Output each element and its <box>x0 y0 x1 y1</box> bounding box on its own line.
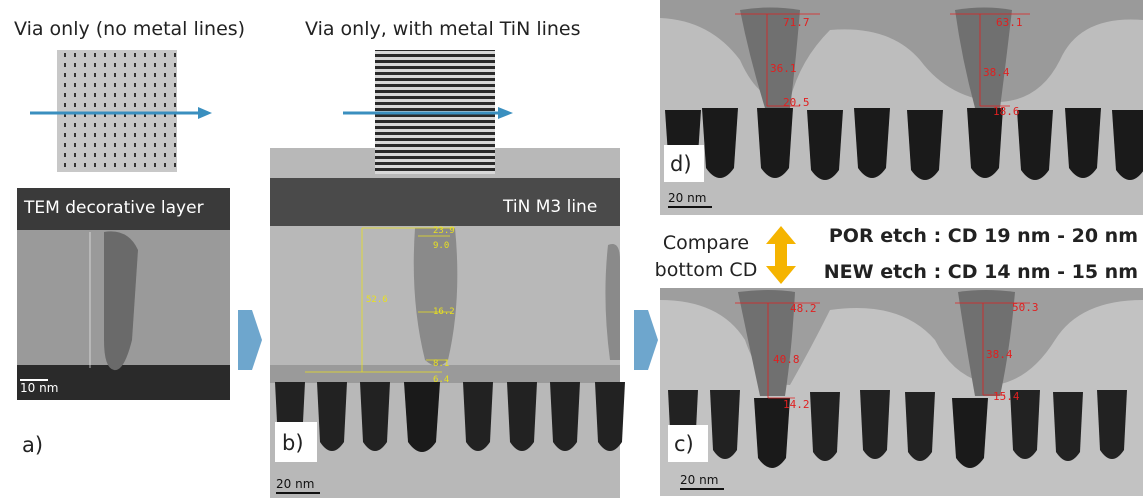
page: Via only (no metal lines) Via only, with… <box>0 0 1143 498</box>
trench <box>595 382 625 451</box>
measurement: 71.7 <box>783 16 810 29</box>
panel-label: a) <box>22 433 43 457</box>
trench <box>710 390 740 459</box>
trench <box>952 398 988 468</box>
measurement: 48.2 <box>790 302 817 315</box>
trench <box>854 108 890 178</box>
measurement: 38.4 <box>983 66 1010 79</box>
trench <box>404 382 440 452</box>
arrow-head <box>198 107 212 119</box>
panel-b-title: Via only, with metal TiN lines <box>305 18 581 40</box>
measurement: 14.2 <box>783 398 810 411</box>
trench <box>1065 108 1101 178</box>
trench <box>1097 390 1127 459</box>
scale-bar-label: 10 nm <box>20 381 58 395</box>
por-text: POR etch : CD 19 nm - 20 nm <box>829 225 1138 247</box>
measurement: 36.1 <box>770 62 797 75</box>
measurement: 20.5 <box>783 96 810 109</box>
measurement: 52.6 <box>366 295 388 305</box>
chevron <box>238 310 262 370</box>
measurement: 8.1 <box>433 359 449 369</box>
trench <box>1017 110 1053 180</box>
measurement: 23.9 <box>433 226 455 236</box>
trench <box>507 382 537 451</box>
trench <box>967 108 1003 178</box>
trench <box>1112 110 1143 180</box>
scale-bar-label: 20 nm <box>276 477 314 491</box>
overlay-text: TEM decorative layer <box>23 198 204 218</box>
caption: bottom CD <box>655 259 758 281</box>
measurement: 18.6 <box>993 105 1020 118</box>
trench <box>905 392 935 461</box>
panel-label: c) <box>674 432 694 456</box>
arrow-head <box>498 107 513 119</box>
measurement: 38.4 <box>986 348 1013 361</box>
scale-bar-label: 20 nm <box>680 473 718 487</box>
measurement: 63.1 <box>996 16 1023 29</box>
new-text: NEW etch : CD 14 nm - 15 nm <box>824 261 1138 283</box>
trench <box>860 390 890 459</box>
trench <box>317 382 347 451</box>
panel-label: b) <box>282 431 304 455</box>
panel-a-title: Via only (no metal lines) <box>14 18 245 40</box>
panel-label: d) <box>670 152 692 176</box>
trench <box>360 382 390 451</box>
trench <box>702 108 738 178</box>
measurement: 9.0 <box>433 241 449 251</box>
trench <box>810 392 840 461</box>
measurement: 6.4 <box>433 375 449 385</box>
trench <box>757 108 793 178</box>
caption: Compare <box>663 232 749 254</box>
measurement: 15.4 <box>993 390 1020 403</box>
overlay-text: TiN M3 line <box>502 197 597 217</box>
trench <box>807 110 843 180</box>
measurement: 50.3 <box>1012 301 1039 314</box>
measurement: 16.2 <box>433 307 455 317</box>
trench <box>463 382 493 451</box>
trench <box>550 382 580 451</box>
chevron <box>634 310 658 370</box>
figure: Via only (no metal lines) Via only, with… <box>0 0 1143 498</box>
via-array-image <box>57 50 177 172</box>
trench <box>907 110 943 180</box>
measurement: 40.8 <box>773 353 800 366</box>
double-arrow <box>766 226 796 284</box>
trench <box>1053 392 1083 461</box>
scale-bar-label: 20 nm <box>668 191 706 205</box>
